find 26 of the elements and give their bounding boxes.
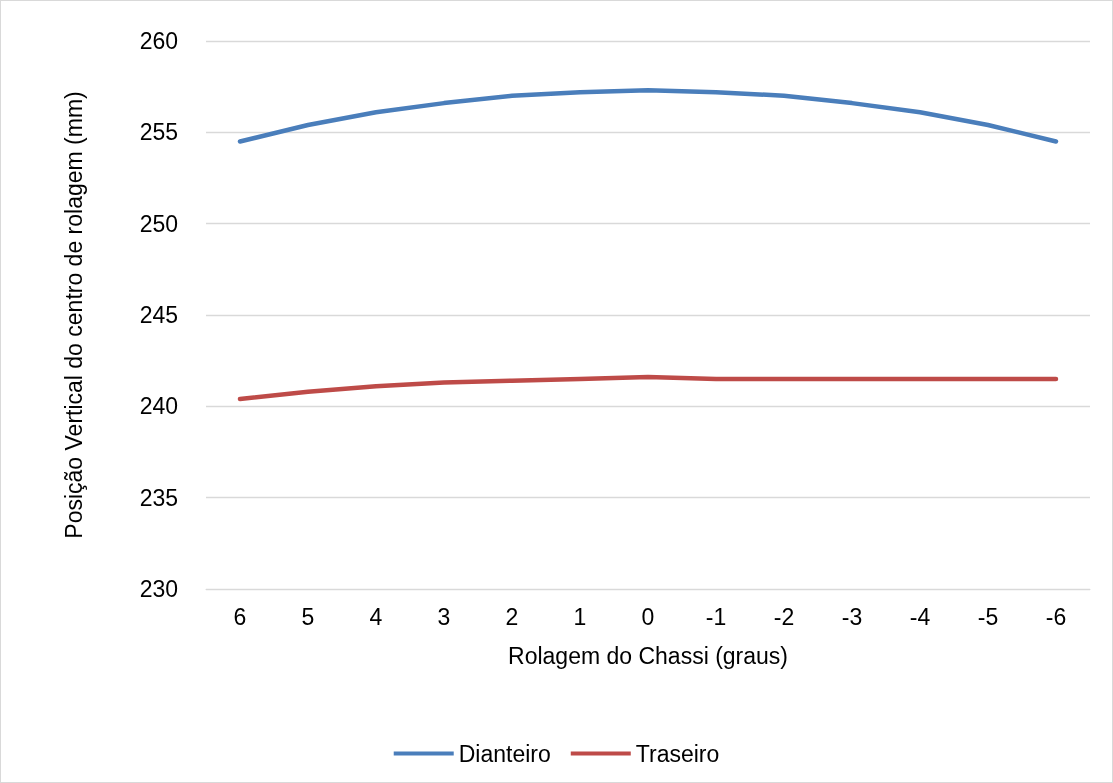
x-tick-label: 5: [301, 603, 315, 630]
x-tick-label: 6: [233, 603, 247, 630]
x-axis-title: Rolagem do Chassi (graus): [508, 642, 788, 669]
y-tick-label: 235: [139, 484, 178, 511]
x-tick-label: 4: [369, 603, 383, 630]
x-tick-label: -5: [977, 603, 999, 630]
line-series: [237, 374, 1059, 402]
x-tick-label: 3: [437, 603, 451, 630]
y-tick-label: 245: [139, 302, 178, 328]
x-tick-label: 1: [573, 603, 587, 630]
legend-label: Dianteiro: [458, 740, 551, 767]
y-tick-label: 240: [139, 393, 178, 420]
y-tick-label: 260: [139, 28, 178, 54]
y-tick-label: 255: [139, 119, 178, 146]
x-tick-label: -3: [841, 603, 863, 630]
x-tick-label: -2: [773, 603, 795, 630]
x-tick-label: -6: [1045, 603, 1067, 630]
line-series: [237, 88, 1059, 144]
x-tick-label: -4: [909, 603, 931, 630]
x-tick-label: 0: [641, 603, 655, 630]
legend-label: Traseiro: [635, 740, 720, 767]
x-tick-label: 2: [505, 603, 519, 630]
x-tick-label: -1: [705, 603, 727, 630]
y-axis-title: Posição Vertical do centro de rolagem (mm): [61, 91, 87, 539]
y-tick-label: 250: [139, 210, 178, 237]
y-tick-label: 230: [139, 576, 178, 602]
